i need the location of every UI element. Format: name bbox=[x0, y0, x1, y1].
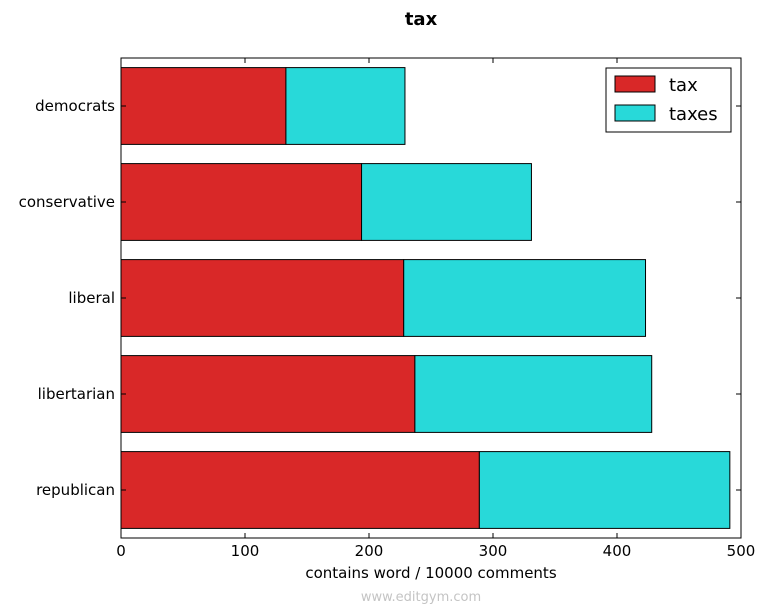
legend-label-taxes: taxes bbox=[669, 104, 718, 125]
x-tick-label: 200 bbox=[355, 542, 384, 560]
x-tick-label: 500 bbox=[727, 542, 756, 560]
x-tick-label: 300 bbox=[479, 542, 508, 560]
x-axis-label: contains word / 10000 comments bbox=[305, 564, 556, 582]
bar-taxes-conservative bbox=[361, 163, 532, 241]
bar-tax-conservative bbox=[120, 163, 363, 241]
y-tick-label: democrats bbox=[35, 97, 115, 115]
bar-tax-liberal bbox=[120, 259, 405, 337]
y-tick-label: liberal bbox=[68, 289, 115, 307]
y-tick-label: republican bbox=[36, 481, 115, 499]
chart-title: tax bbox=[405, 9, 438, 30]
x-tick-label: 400 bbox=[603, 542, 632, 560]
x-tick-label: 100 bbox=[231, 542, 260, 560]
bar-taxes-liberal bbox=[403, 259, 647, 337]
y-tick-label: conservative bbox=[19, 193, 115, 211]
bar-taxes-libertarian bbox=[414, 355, 653, 433]
legend: tax taxes bbox=[605, 67, 732, 133]
plot-area bbox=[120, 67, 731, 529]
legend-swatch-tax bbox=[614, 75, 656, 93]
y-tick-label: libertarian bbox=[38, 385, 115, 403]
bar-taxes-democrats bbox=[285, 67, 406, 145]
bar-taxes-republican bbox=[478, 451, 731, 529]
watermark: www.editgym.com bbox=[361, 590, 481, 605]
bar-tax-republican bbox=[120, 451, 480, 529]
bar-tax-democrats bbox=[120, 67, 287, 145]
x-axis: 0 100 200 300 400 500 bbox=[116, 58, 755, 560]
bar-tax-libertarian bbox=[120, 355, 416, 433]
legend-label-tax: tax bbox=[669, 75, 698, 96]
legend-swatch-taxes bbox=[614, 104, 656, 122]
y-axis: democrats conservative liberal libertarian r… bbox=[19, 97, 741, 499]
x-tick-label: 0 bbox=[116, 542, 126, 560]
